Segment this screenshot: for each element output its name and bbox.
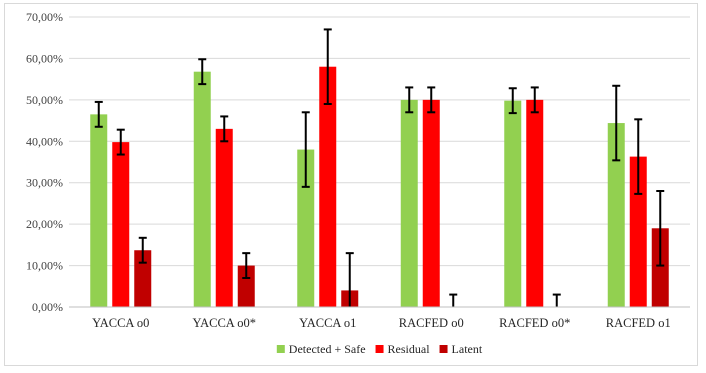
x-category-label: YACCA o0* (192, 316, 256, 330)
y-tick-label: 30,00% (26, 176, 63, 190)
bar (526, 99, 544, 307)
legend-item: Detected + Safe (276, 342, 366, 356)
bar (651, 228, 669, 307)
y-tick-label: 50,00% (26, 93, 63, 107)
legend-label: Latent (452, 342, 483, 356)
error-bars (94, 28, 665, 307)
legend-swatch (375, 345, 384, 353)
bar (607, 123, 625, 307)
legend-label: Detected + Safe (289, 342, 366, 356)
y-tick-label: 70,00% (26, 10, 63, 24)
x-axis-category-labels: YACCA o0 YACCA o0* YACCA o1 RACFED o0 RACFED… (92, 316, 671, 330)
legend-item: Residual (375, 342, 431, 356)
y-tick-label: 10,00% (26, 259, 63, 273)
x-category-label: RACFED o0* (499, 316, 570, 330)
bar (112, 142, 130, 307)
x-category-label: RACFED o1 (606, 316, 671, 330)
bar (237, 265, 255, 307)
legend: Detected + Safe Residual Latent (276, 342, 483, 356)
bar (215, 128, 233, 307)
legend-label: Residual (388, 342, 431, 356)
bar (319, 66, 337, 307)
bar (504, 100, 522, 307)
bar (134, 250, 152, 307)
y-tick-label: 20,00% (26, 217, 63, 231)
bar (297, 149, 315, 307)
bar (422, 99, 440, 307)
legend-swatch (276, 345, 285, 353)
legend-swatch (439, 345, 448, 353)
x-category-label: YACCA o1 (299, 316, 356, 330)
gridlines (69, 16, 690, 267)
x-category-label: YACCA o0 (92, 316, 149, 330)
bar (90, 114, 108, 307)
bars (90, 66, 669, 307)
y-tick-label: 0,00% (32, 300, 63, 314)
x-category-label: RACFED o0 (399, 316, 464, 330)
bar (193, 71, 211, 307)
bar (629, 156, 647, 307)
y-tick-label: 40,00% (26, 134, 63, 148)
y-tick-label: 60,00% (26, 51, 63, 65)
y-axis-tick-labels: 0,00% 10,00% 20,00% 30,00% 40,00% 50,00% 60,00… (26, 10, 63, 314)
legend-item: Latent (439, 342, 483, 356)
bar (400, 99, 418, 307)
